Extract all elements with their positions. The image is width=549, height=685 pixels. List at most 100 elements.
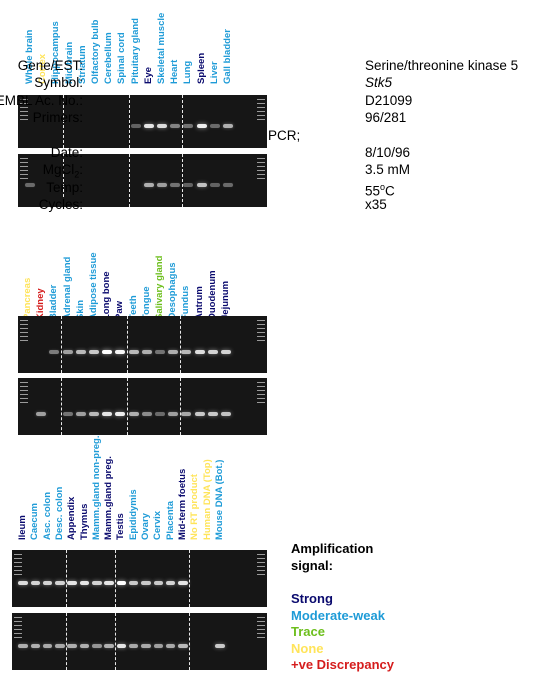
lane-group-divider — [63, 154, 64, 207]
pcr-band — [141, 350, 152, 355]
panel-3-gel-top — [12, 550, 267, 607]
pcr-band — [183, 124, 194, 129]
dna-ladder — [257, 554, 265, 578]
dna-ladder — [257, 99, 265, 123]
pcr-band — [115, 350, 126, 355]
pcr-band — [79, 581, 90, 586]
pcr-band — [165, 581, 176, 586]
mgcl-label-main: MgCl — [42, 162, 75, 178]
symbol-label: Symbol: — [34, 75, 83, 91]
lane-label: Mamm.gland preg. — [103, 456, 115, 540]
pcr-band — [223, 183, 233, 188]
lane-label: Asc. colon — [41, 491, 53, 540]
pcr-band — [155, 350, 165, 355]
lane-group-divider — [127, 316, 128, 373]
lane-label: Liver — [208, 61, 220, 84]
pcr-band — [181, 412, 192, 417]
lane-group-divider — [115, 613, 117, 670]
dna-ladder — [20, 99, 28, 123]
lane-label: Testis — [115, 513, 127, 540]
lane-label: Adipose tissue — [88, 252, 99, 320]
lane-label: Spleen — [195, 52, 207, 84]
pcr-band — [18, 644, 28, 649]
pcr-band — [168, 350, 179, 355]
primers-label: Primers: — [32, 110, 83, 126]
lane-label: Heart — [169, 59, 181, 84]
dna-ladder — [257, 320, 265, 344]
panel-2-gel-top — [18, 316, 267, 373]
dna-ladder — [14, 617, 22, 641]
dna-ladder — [257, 617, 265, 641]
lane-label: Adrenal gland — [61, 256, 73, 320]
pcr-band — [141, 581, 151, 586]
dna-ladder — [14, 554, 22, 578]
pcr-band — [92, 581, 102, 586]
pcr-band — [168, 412, 179, 417]
pcr-band — [130, 124, 141, 129]
lane-group-divider — [179, 316, 181, 373]
pcr-band — [170, 124, 181, 129]
lane-group-divider — [129, 95, 130, 148]
dna-ladder — [20, 320, 28, 344]
mgcl-value: 3.5 mM — [365, 162, 411, 178]
lane-label: No RT product — [189, 474, 201, 540]
lane-label: Bladder — [48, 284, 60, 320]
lane-label: Oesophagus — [167, 262, 179, 320]
lane-group-divider — [115, 550, 117, 607]
pcr-band — [67, 581, 77, 586]
lane-label: Fundus — [180, 285, 192, 320]
pcr-band — [141, 644, 151, 649]
lane-group-divider — [189, 613, 191, 670]
cycles-label: Cycles: — [38, 197, 83, 213]
temp-value-degree: o — [380, 181, 386, 192]
pcr-band — [49, 350, 60, 355]
dna-ladder — [20, 158, 28, 182]
lane-group-divider — [129, 154, 130, 207]
pcr-band — [207, 350, 218, 355]
gene-label: Gene/EST: — [17, 58, 83, 73]
lane-label: Cerebellum — [103, 32, 115, 84]
pcr-band — [194, 412, 205, 417]
pcr-band — [55, 644, 65, 649]
pcr-band — [89, 350, 99, 355]
pcr-band — [18, 581, 28, 586]
lane-label: Eye — [142, 67, 154, 84]
pcr-band — [215, 644, 225, 649]
pcr-band — [115, 412, 126, 417]
lane-group-divider — [61, 316, 62, 373]
lane-label: Pancreas — [22, 277, 33, 320]
lane-group-divider — [127, 378, 128, 435]
panel-1-gel-bottom — [18, 154, 267, 207]
lane-label: Appendix — [66, 496, 78, 540]
pcr-band — [102, 412, 113, 417]
pcr-band — [143, 124, 154, 129]
lane-label: Mid-term foetus — [176, 468, 188, 540]
panel-1-gel-top — [18, 95, 267, 148]
panel-3-lane-labels: Ileum Caecum Asc. colon Desc. colon Appendix… — [17, 436, 286, 550]
lane-label: Human DNA (Top) — [201, 459, 213, 540]
lane-label: Gall bladder — [222, 29, 233, 84]
temp-value: 55oC — [365, 179, 395, 200]
panel-2-gel-bottom — [18, 378, 267, 435]
pcr-band — [75, 412, 86, 417]
pcr-band — [42, 581, 53, 586]
pcr-band — [196, 124, 207, 129]
symbol-value: Stk5 — [365, 75, 393, 91]
legend-spacer — [291, 574, 394, 591]
pcr-band — [75, 350, 86, 355]
legend-moderate-weak: Moderate-weak — [291, 607, 385, 623]
lane-group-divider — [61, 378, 62, 435]
lane-label: Epididymis — [127, 489, 139, 540]
pcr-band — [155, 412, 165, 417]
pcr-band — [178, 581, 188, 586]
amplification-legend: Amplification signal: Strong Moderate-we… — [291, 541, 394, 674]
pcr-band — [221, 412, 231, 417]
legend-title-line2: signal: — [291, 557, 333, 573]
pcr-band — [104, 644, 114, 649]
lane-label: Spinal cord — [116, 32, 128, 84]
pcr-band — [128, 350, 139, 355]
lane-label: Pituitary gland — [129, 18, 141, 84]
pcr-band — [221, 350, 231, 355]
legend-title-line1: Amplification — [291, 541, 374, 556]
pcr-band — [25, 183, 35, 188]
